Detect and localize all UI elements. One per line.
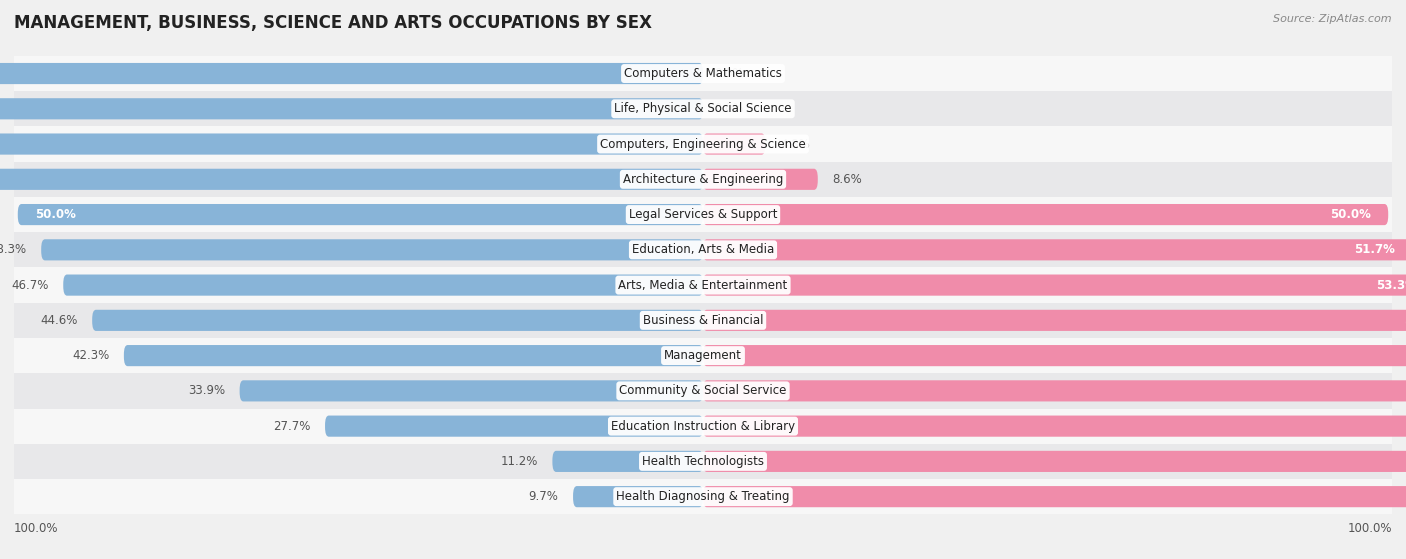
Text: 44.6%: 44.6% <box>39 314 77 327</box>
Text: 8.6%: 8.6% <box>832 173 862 186</box>
Text: 27.7%: 27.7% <box>273 420 311 433</box>
FancyBboxPatch shape <box>703 169 818 190</box>
FancyBboxPatch shape <box>703 239 1406 260</box>
FancyBboxPatch shape <box>63 274 703 296</box>
FancyBboxPatch shape <box>124 345 703 366</box>
FancyBboxPatch shape <box>703 486 1406 507</box>
Text: Business & Financial: Business & Financial <box>643 314 763 327</box>
Text: Computers & Mathematics: Computers & Mathematics <box>624 67 782 80</box>
Text: Education, Arts & Media: Education, Arts & Media <box>631 243 775 257</box>
FancyBboxPatch shape <box>93 310 703 331</box>
Text: Life, Physical & Social Science: Life, Physical & Social Science <box>614 102 792 115</box>
Bar <box>14 479 1392 514</box>
Text: 4.8%: 4.8% <box>780 138 810 150</box>
Text: 53.3%: 53.3% <box>1376 278 1406 292</box>
FancyBboxPatch shape <box>553 451 703 472</box>
Text: Computers, Engineering & Science: Computers, Engineering & Science <box>600 138 806 150</box>
Text: 9.7%: 9.7% <box>529 490 558 503</box>
Text: 0.0%: 0.0% <box>714 67 744 80</box>
Bar <box>14 162 1392 197</box>
Bar <box>14 91 1392 126</box>
Text: Source: ZipAtlas.com: Source: ZipAtlas.com <box>1274 14 1392 24</box>
Text: Health Diagnosing & Treating: Health Diagnosing & Treating <box>616 490 790 503</box>
Text: 50.0%: 50.0% <box>1330 208 1371 221</box>
Text: Education Instruction & Library: Education Instruction & Library <box>612 420 794 433</box>
Bar <box>14 373 1392 409</box>
FancyBboxPatch shape <box>18 204 703 225</box>
Text: Health Technologists: Health Technologists <box>643 455 763 468</box>
FancyBboxPatch shape <box>703 415 1406 437</box>
Text: 55.4%: 55.4% <box>1405 314 1406 327</box>
Bar <box>14 232 1392 267</box>
Text: 42.3%: 42.3% <box>72 349 110 362</box>
FancyBboxPatch shape <box>325 415 703 437</box>
Bar <box>14 409 1392 444</box>
Text: Management: Management <box>664 349 742 362</box>
Text: 51.7%: 51.7% <box>1354 243 1395 257</box>
FancyBboxPatch shape <box>703 274 1406 296</box>
Text: 46.7%: 46.7% <box>11 278 48 292</box>
FancyBboxPatch shape <box>703 380 1406 401</box>
Bar <box>14 197 1392 232</box>
FancyBboxPatch shape <box>41 239 703 260</box>
Text: 0.0%: 0.0% <box>714 102 744 115</box>
Bar <box>14 338 1392 373</box>
FancyBboxPatch shape <box>0 63 703 84</box>
Bar <box>14 267 1392 303</box>
Text: MANAGEMENT, BUSINESS, SCIENCE AND ARTS OCCUPATIONS BY SEX: MANAGEMENT, BUSINESS, SCIENCE AND ARTS O… <box>14 14 652 32</box>
FancyBboxPatch shape <box>703 134 765 155</box>
Text: Architecture & Engineering: Architecture & Engineering <box>623 173 783 186</box>
FancyBboxPatch shape <box>0 169 703 190</box>
Bar <box>14 56 1392 91</box>
Text: 100.0%: 100.0% <box>14 522 59 535</box>
Text: Community & Social Service: Community & Social Service <box>619 385 787 397</box>
Bar <box>14 126 1392 162</box>
Text: Arts, Media & Entertainment: Arts, Media & Entertainment <box>619 278 787 292</box>
Text: 100.0%: 100.0% <box>1347 522 1392 535</box>
Text: 33.9%: 33.9% <box>188 385 225 397</box>
Text: Legal Services & Support: Legal Services & Support <box>628 208 778 221</box>
Text: 50.0%: 50.0% <box>35 208 76 221</box>
Bar <box>14 303 1392 338</box>
Text: 11.2%: 11.2% <box>501 455 537 468</box>
FancyBboxPatch shape <box>703 345 1406 366</box>
FancyBboxPatch shape <box>703 310 1406 331</box>
FancyBboxPatch shape <box>239 380 703 401</box>
FancyBboxPatch shape <box>574 486 703 507</box>
Bar <box>14 444 1392 479</box>
FancyBboxPatch shape <box>0 134 703 155</box>
FancyBboxPatch shape <box>703 204 1388 225</box>
Text: 48.3%: 48.3% <box>0 243 27 257</box>
Legend: Male, Female: Male, Female <box>630 558 776 559</box>
FancyBboxPatch shape <box>703 451 1406 472</box>
FancyBboxPatch shape <box>0 98 703 120</box>
